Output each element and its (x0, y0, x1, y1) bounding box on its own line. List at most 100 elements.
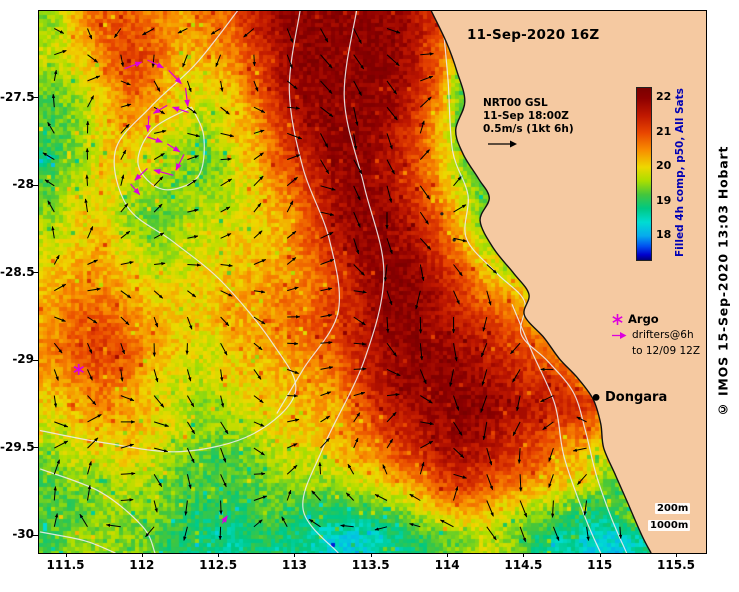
drifter-track-arrow (145, 115, 152, 133)
current-vector (187, 132, 201, 138)
current-vector (482, 421, 488, 441)
current-vector (386, 368, 401, 377)
current-vector (51, 226, 55, 239)
current-vector (186, 421, 196, 435)
current-vector (453, 421, 463, 436)
current-vector (353, 290, 367, 294)
current-vector (53, 254, 60, 265)
current-vector (353, 391, 366, 397)
current-vector (576, 416, 587, 423)
current-vector (320, 159, 330, 175)
current-vector (153, 395, 165, 408)
y-tick-label: -27.5 (0, 89, 35, 104)
current-vector (374, 494, 388, 501)
current-vector (347, 463, 355, 475)
current-vector (353, 80, 362, 96)
current-vector (419, 149, 430, 160)
current-vector (320, 259, 335, 265)
current-vector (253, 202, 262, 213)
current-vector (153, 369, 159, 383)
current-vector (186, 80, 192, 93)
current-vector (286, 200, 294, 213)
current-vector (253, 342, 263, 351)
current-vector (486, 474, 494, 491)
current-vector (386, 185, 393, 203)
colorbar-tick-label: 19 (656, 193, 672, 207)
current-vector (353, 159, 363, 175)
current-vector (486, 264, 498, 274)
current-vector (287, 154, 301, 161)
x-tick-label: 113 (281, 558, 307, 572)
current-vector (220, 474, 227, 488)
current-vector (419, 211, 429, 225)
current-vector (286, 443, 298, 449)
current-vector (386, 54, 400, 67)
current-vector (87, 95, 95, 108)
x-tick-label: 114 (434, 558, 460, 572)
isobath-contour (137, 106, 205, 191)
current-vector (419, 237, 431, 250)
colorbar-tick-label: 22 (656, 90, 672, 104)
current-vector (382, 464, 388, 475)
current-vector (44, 179, 55, 187)
current-vector (415, 290, 421, 310)
colorbar: 22 21 20 19 18 Filled 4h comp, p50, All Sats (636, 87, 708, 261)
x-tick-label: 115 (587, 558, 613, 572)
current-vector (187, 263, 202, 267)
current-vector (120, 149, 127, 160)
current-vector (281, 516, 288, 528)
current-vector (120, 80, 131, 86)
current-vector (308, 518, 321, 528)
x-tick-mark (294, 553, 296, 557)
nrt-legend-line: 0.5m/s (1kt 6h) (483, 123, 574, 135)
current-vector (320, 106, 334, 118)
current-vector (353, 28, 362, 44)
current-vector (187, 106, 197, 114)
dongara-dot (592, 394, 600, 401)
current-vector (320, 133, 329, 148)
y-tick-mark (33, 97, 38, 99)
current-vector (320, 80, 333, 94)
map-plot-area: 11-Sep-2020 16Z NRT00 GSL 11-Sep 18:00Z … (38, 10, 707, 554)
current-vector (54, 50, 67, 56)
current-vector (320, 54, 333, 69)
current-vector (151, 54, 155, 68)
current-vector (120, 123, 130, 134)
y-tick-label: -29.5 (0, 439, 35, 454)
current-vector (286, 176, 298, 187)
current-vector (318, 461, 322, 475)
current-vector (184, 500, 188, 516)
current-vector (153, 500, 158, 513)
current-vector (120, 174, 125, 186)
current-vector (519, 500, 528, 518)
current-vector (153, 80, 161, 92)
current-vector (87, 414, 102, 423)
current-vector (419, 120, 425, 134)
current-vector (287, 132, 303, 140)
current-vector (320, 211, 335, 216)
current-vector (287, 341, 299, 346)
current-vector (218, 526, 222, 541)
current-vector (386, 106, 398, 121)
current-vector (215, 54, 222, 68)
current-vector (153, 176, 164, 187)
x-tick-label: 115.5 (657, 558, 695, 572)
current-vector (353, 107, 359, 126)
coastline (430, 11, 652, 553)
current-vector (320, 287, 333, 292)
current-vector (253, 395, 264, 404)
current-vector (548, 447, 554, 462)
current-vector (54, 421, 69, 428)
current-vector (340, 524, 354, 528)
current-vector (253, 519, 263, 528)
current-vector (482, 316, 488, 332)
current-vector (243, 28, 255, 38)
argo-marker-icon (612, 313, 623, 325)
isobath-label-200m: 200m (655, 503, 691, 514)
current-vector (320, 185, 336, 191)
current-vector (183, 526, 188, 541)
current-vector (47, 200, 55, 213)
current-vector (542, 421, 554, 431)
current-vector (85, 174, 89, 186)
current-vector (320, 415, 331, 423)
